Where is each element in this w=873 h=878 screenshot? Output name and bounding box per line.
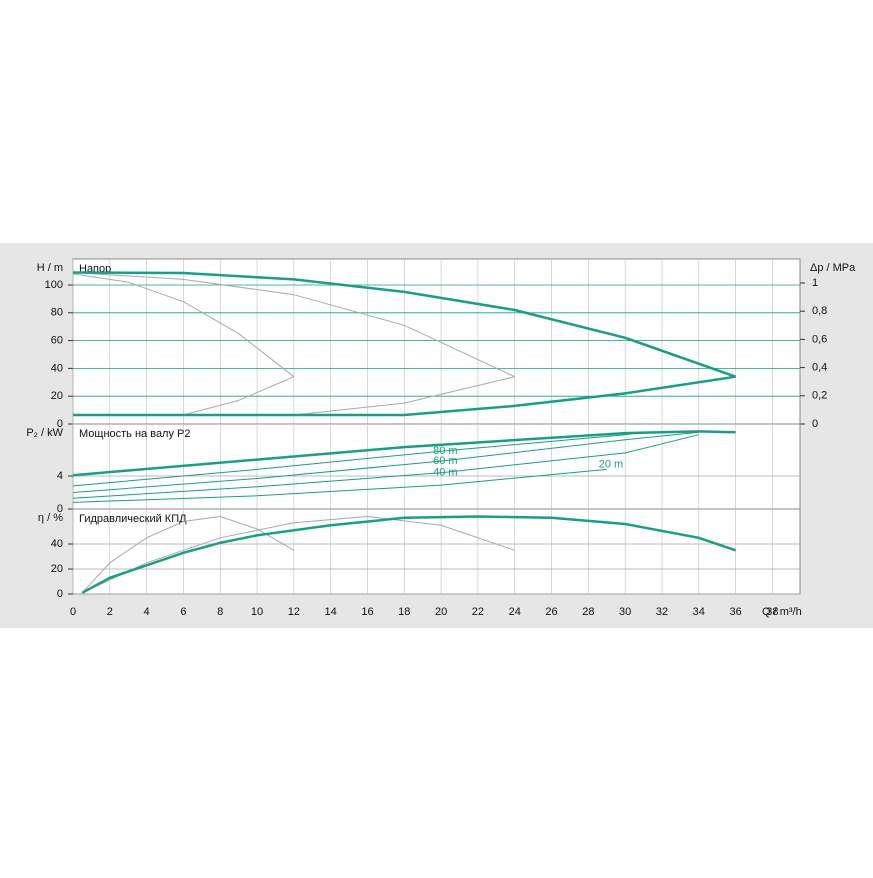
curve — [81, 515, 295, 594]
curve — [293, 376, 515, 416]
y2-tick-label: 0,6 — [812, 333, 827, 345]
curve — [73, 375, 736, 417]
x-tick-label: 2 — [107, 606, 113, 618]
x-tick-label: 6 — [180, 606, 186, 618]
x-tick-label: 20 — [435, 606, 447, 618]
x-tick-label: 8 — [217, 606, 223, 618]
y2-tick-label: 0,8 — [812, 305, 827, 317]
x-tick-label: 26 — [545, 606, 557, 618]
x-tick-label: 12 — [288, 606, 300, 618]
curve-label: 20 m — [599, 458, 623, 470]
x-tick-label: 16 — [361, 606, 373, 618]
curve — [72, 272, 515, 378]
y-tick-label: 20 — [51, 563, 63, 575]
y-tick-label: 20 — [51, 390, 63, 402]
curve — [72, 430, 736, 477]
x-tick-label: 38 — [766, 606, 778, 618]
curve — [72, 434, 699, 499]
x-tick-label: 30 — [619, 606, 631, 618]
panel-title: Мощность на валу P2 — [79, 428, 191, 440]
y-tick-label: 0 — [57, 588, 63, 600]
curve — [72, 273, 295, 378]
y-tick-label: 60 — [51, 335, 63, 347]
curve — [72, 431, 699, 493]
x-axis-label: Q / m³/h — [762, 606, 802, 618]
x-tick-label: 22 — [472, 606, 484, 618]
y-tick-label: 0 — [57, 503, 63, 515]
y-tick-label: 40 — [51, 538, 63, 550]
y-tick-label: 0 — [57, 418, 63, 430]
x-tick-label: 14 — [325, 606, 337, 618]
y2-tick-label: 1 — [812, 277, 818, 289]
x-tick-label: 36 — [729, 606, 741, 618]
y2-tick-label: 0,2 — [812, 390, 827, 402]
curve — [72, 468, 607, 503]
x-tick-label: 28 — [582, 606, 594, 618]
x-tick-label: 10 — [251, 606, 263, 618]
plot-area — [72, 258, 801, 425]
curve — [81, 515, 737, 594]
x-tick-label: 24 — [509, 606, 521, 618]
y-axis-label: H / m — [37, 262, 63, 274]
y-tick-label: 4 — [57, 470, 63, 482]
plot-area — [72, 508, 801, 595]
curve-label: 40 m — [433, 467, 457, 479]
curve — [183, 376, 295, 416]
x-tick-label: 32 — [656, 606, 668, 618]
y2-axis-label: Δp / MPa — [810, 262, 856, 274]
x-tick-label: 0 — [70, 606, 76, 618]
y2-tick-label: 0 — [812, 418, 818, 430]
curve-label: 80 m — [433, 445, 457, 457]
panel-title: Гидравлический КПД — [79, 513, 187, 525]
curve-label: 60 m — [433, 455, 457, 467]
y-tick-label: 80 — [51, 307, 63, 319]
y-axis-label: η / % — [38, 512, 63, 524]
x-tick-label: 18 — [398, 606, 410, 618]
y2-tick-label: 0,4 — [812, 361, 827, 373]
curve — [72, 271, 737, 378]
x-tick-label: 34 — [693, 606, 705, 618]
y-tick-label: 40 — [51, 362, 63, 374]
x-tick-label: 4 — [144, 606, 150, 618]
plot-area — [72, 423, 801, 510]
curve — [81, 515, 515, 594]
y-tick-label: 100 — [45, 279, 63, 291]
y-axis-label: P₂ / kW — [26, 427, 63, 439]
